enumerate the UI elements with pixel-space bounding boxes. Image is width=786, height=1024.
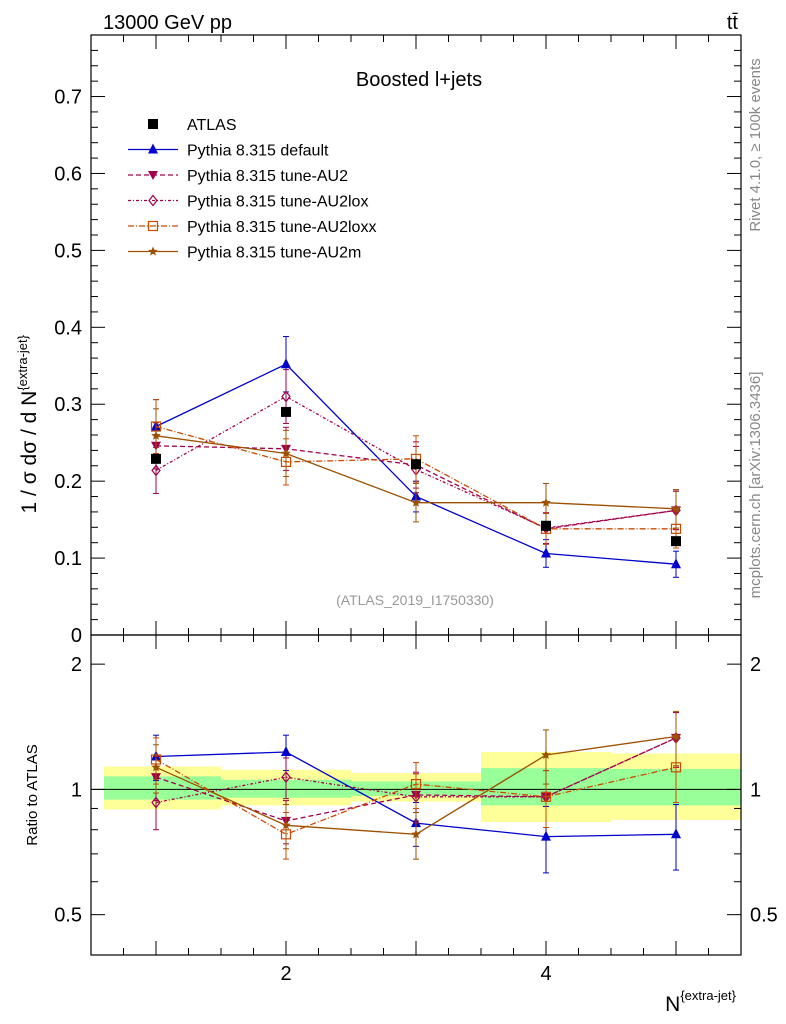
data-point-main xyxy=(281,390,291,403)
data-point-main xyxy=(541,520,551,531)
data-point-ratio xyxy=(541,750,551,759)
legend-entry: Pythia 8.315 tune-AU2lox xyxy=(187,194,368,211)
y-tick-label-main: 0.4 xyxy=(54,317,82,339)
data-point-main xyxy=(281,406,291,417)
y-axis-label-main: 1 / σ dσ / d N{extra-jet} xyxy=(15,334,41,513)
rivet-label: Rivet 4.1.0, ≥ 100k events xyxy=(747,58,764,231)
data-point-main xyxy=(541,547,551,558)
y-tick-label-main: 0.5 xyxy=(54,240,82,262)
data-point-main xyxy=(151,464,161,477)
legend-marker xyxy=(148,171,158,180)
y-tick-label-main: 0.7 xyxy=(54,87,82,109)
legend-entry: ATLAS xyxy=(187,117,237,134)
data-point-main xyxy=(281,358,291,369)
ratio-tick-label-left: 0.5 xyxy=(54,905,82,927)
analysis-label: (ATLAS_2019_I1750330) xyxy=(336,592,494,608)
y-tick-label-main: 0.3 xyxy=(54,394,82,416)
series-atlas xyxy=(151,406,681,547)
x-tick-label: 4 xyxy=(540,963,551,985)
ratio-tick-label-left: 2 xyxy=(71,654,82,676)
legend-marker xyxy=(148,194,158,207)
data-point-main xyxy=(281,448,291,458)
plot-title: Boosted l+jets xyxy=(356,69,482,91)
data-point-main xyxy=(671,536,681,547)
data-point-ratio xyxy=(410,778,422,790)
legend-marker xyxy=(148,246,158,256)
data-point-ratio xyxy=(151,762,161,772)
legend: ATLAS Pythia 8.315 default Pythia 8.315 tu… xyxy=(128,117,376,262)
ratio-tick-label-right: 1 xyxy=(750,779,761,801)
y-axis-label-ratio: Ratio to ATLAS xyxy=(24,744,41,845)
series-5 xyxy=(151,408,681,860)
y-tick-label-main: 0.2 xyxy=(54,471,82,493)
data-point-main xyxy=(151,453,161,464)
data-point-ratio xyxy=(151,796,161,809)
x-tick-label: 2 xyxy=(280,963,291,985)
process-label: tt̄ xyxy=(727,12,739,34)
legend-marker xyxy=(147,220,159,232)
legend-entry: Pythia 8.315 tune-AU2 xyxy=(187,168,348,185)
legend-entry: Pythia 8.315 default xyxy=(187,143,329,160)
y-tick-label-main: 0 xyxy=(71,625,82,647)
band-green-1 xyxy=(104,776,221,800)
y-tick-label-main: 0.1 xyxy=(54,548,82,570)
data-series xyxy=(150,336,682,874)
mcplots-label: mcplots.cern.ch [arXiv:1306.3436] xyxy=(747,372,764,599)
legend-entry: Pythia 8.315 tune-AU2loxx xyxy=(187,219,376,236)
data-point-ratio xyxy=(541,830,551,841)
legend-entry: Pythia 8.315 tune-AU2m xyxy=(187,245,361,262)
data-point-main xyxy=(671,503,681,513)
data-point-main xyxy=(671,558,681,569)
axis-ticks: 2 4 0 0.1 0.2 0.3 0.4 0.5 0.6 0.7 0.5 0.5 1 1 2 2 xyxy=(54,34,778,985)
ratio-plot-frame xyxy=(90,634,742,956)
data-point-ratio xyxy=(540,791,552,802)
data-point-ratio xyxy=(671,828,681,839)
data-point-main xyxy=(151,430,161,440)
legend-marker xyxy=(148,143,158,154)
energy-label: 13000 GeV pp xyxy=(103,12,232,34)
ratio-tick-label-left: 1 xyxy=(71,779,82,801)
series-line-ratio xyxy=(155,737,677,804)
data-point-ratio xyxy=(281,820,291,830)
ratio-tick-label-right: 2 xyxy=(750,654,761,676)
data-point-main xyxy=(411,459,421,470)
data-point-main xyxy=(411,497,421,507)
data-point-main xyxy=(541,497,551,507)
series-line-main xyxy=(155,445,677,530)
y-tick-label-main: 0.6 xyxy=(54,163,82,185)
legend-marker xyxy=(148,119,158,129)
data-point-ratio xyxy=(411,829,421,839)
data-point-ratio xyxy=(281,771,291,784)
x-axis-label: N{extra-jet} xyxy=(665,988,736,1016)
ratio-tick-label-right: 0.5 xyxy=(750,905,778,927)
data-point-ratio xyxy=(281,745,291,756)
data-point-ratio xyxy=(671,731,681,741)
